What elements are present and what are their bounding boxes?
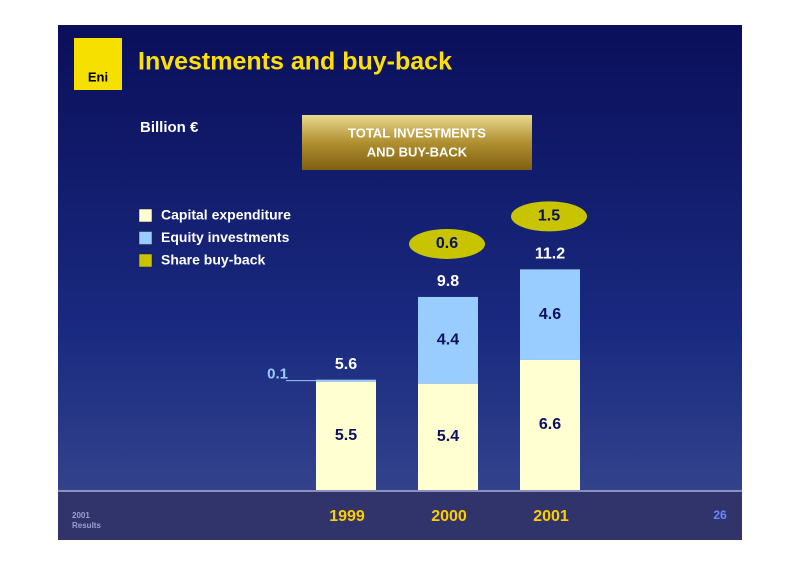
subtitle-line: AND BUY-BACK bbox=[367, 144, 468, 159]
total-label: 11.2 bbox=[535, 246, 565, 263]
chart-title: Investments and buy-back bbox=[138, 48, 452, 76]
value-label: 5.4 bbox=[437, 428, 459, 445]
buyback-label: 0.6 bbox=[436, 235, 458, 252]
logo-box bbox=[74, 38, 122, 90]
slide-background bbox=[58, 25, 742, 540]
bar-segment bbox=[316, 379, 376, 382]
legend-swatch bbox=[138, 231, 153, 245]
total-label: 5.6 bbox=[335, 356, 357, 373]
buyback-label: 1.5 bbox=[538, 208, 560, 225]
legend-swatch bbox=[138, 208, 153, 223]
x-tick-label: 1999 bbox=[329, 508, 365, 525]
value-label: 0.1 bbox=[267, 366, 288, 383]
value-label: 6.6 bbox=[539, 416, 561, 433]
total-label: 9.8 bbox=[437, 273, 459, 290]
bar-segment bbox=[418, 296, 478, 384]
buyback-bubble bbox=[409, 228, 485, 259]
legend-swatch bbox=[138, 253, 153, 268]
x-tick-label: 2000 bbox=[431, 508, 467, 525]
value-label: 4.4 bbox=[437, 331, 459, 348]
footer-text: Results bbox=[72, 521, 101, 530]
value-label: 5.5 bbox=[335, 427, 357, 444]
subtitle-line: TOTAL INVESTMENTS bbox=[348, 125, 486, 140]
page-number: 26 bbox=[713, 508, 727, 522]
bar-segment bbox=[316, 381, 376, 490]
unit-label: Billion € bbox=[140, 119, 199, 136]
logo-text: Eni bbox=[88, 69, 108, 84]
buyback-bubble bbox=[511, 201, 587, 232]
subtitle-box bbox=[302, 115, 532, 170]
legend-label: Capital expenditure bbox=[161, 207, 291, 223]
bar-segment bbox=[520, 269, 580, 360]
bar-segment bbox=[520, 359, 580, 490]
bar-segment bbox=[418, 383, 478, 490]
footer-band bbox=[58, 490, 742, 540]
x-tick-label: 2001 bbox=[533, 508, 569, 525]
footer-text: 2001 bbox=[72, 511, 90, 520]
value-label: 4.6 bbox=[539, 306, 561, 323]
legend-label: Share buy-back bbox=[161, 252, 265, 268]
legend-label: Equity investments bbox=[161, 229, 290, 245]
